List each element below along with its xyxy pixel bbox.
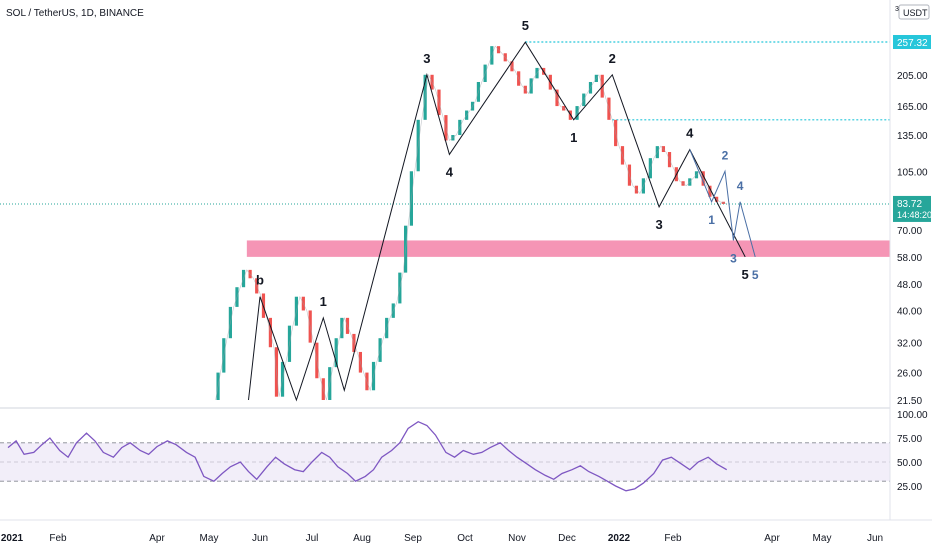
price-tick-label: 205.00 xyxy=(897,71,928,82)
level-price-label: 257.32 xyxy=(897,38,928,49)
sub-wave-line xyxy=(689,149,756,258)
rsi-tick-label: 50.00 xyxy=(897,458,922,469)
rsi-tick-label: 75.00 xyxy=(897,434,922,445)
last-price-badge xyxy=(893,195,931,222)
scale-indicator: 3 xyxy=(895,6,899,13)
sub-wave-label: 2 xyxy=(722,148,729,162)
currency-label: USDT xyxy=(903,8,928,18)
sub-wave-label: 5 xyxy=(752,268,759,282)
price-tick-label: 32.00 xyxy=(897,339,922,350)
last-price-label: 83.72 xyxy=(897,199,922,210)
rsi-band xyxy=(0,442,890,482)
x-tick-label: Sep xyxy=(404,533,422,544)
sub-wave-label: 1 xyxy=(708,213,715,227)
level-price-badge xyxy=(893,35,931,49)
price-tick-label: 21.50 xyxy=(897,396,922,407)
currency-box[interactable] xyxy=(898,4,930,20)
main-price-panel: b 1 3 4 5 1 2 3 4 5 1 2 3 4 5 xyxy=(0,18,890,409)
price-y-axis: 257.32 205.00 165.00 135.00 105.00 83.7214:48… xyxy=(889,0,932,520)
x-tick-label: Aug xyxy=(353,533,371,544)
x-tick-label: 2021 xyxy=(1,533,24,544)
x-tick-label: Feb xyxy=(49,533,67,544)
x-tick-label: Jun xyxy=(867,533,883,544)
wave-label: 5 xyxy=(522,18,529,33)
price-tick-label: 40.00 xyxy=(897,306,922,317)
x-tick-label: Feb xyxy=(664,533,682,544)
x-tick-label: Jun xyxy=(252,533,268,544)
wave-label: 1 xyxy=(320,294,327,309)
chart-title: SOL / TetherUS, 1D, BINANCE xyxy=(6,8,144,19)
price-tick-label: 26.00 xyxy=(897,369,922,380)
price-tick-label: 58.00 xyxy=(897,253,922,264)
x-tick-label: Oct xyxy=(457,533,473,544)
x-tick-label: 2022 xyxy=(608,533,631,544)
wave-label: 5 xyxy=(742,267,749,282)
price-tick-label: 165.00 xyxy=(897,102,928,113)
price-tick-label: 70.00 xyxy=(897,226,922,237)
x-axis: 2021 Feb Apr May Jun Jul Aug Sep Oct Nov Dec 2022 Fe… xyxy=(0,519,932,544)
rsi-panel xyxy=(0,420,890,492)
x-tick-label: May xyxy=(200,533,219,544)
wave-label: 3 xyxy=(423,51,430,66)
rsi-tick-label: 100.00 xyxy=(897,410,928,421)
price-tick-label: 48.00 xyxy=(897,280,922,291)
wave-label: 2 xyxy=(609,51,616,66)
wave-label: 1 xyxy=(570,130,577,145)
x-tick-label: May xyxy=(813,533,832,544)
x-tick-label: Dec xyxy=(558,533,576,544)
wave-label: 4 xyxy=(446,164,454,179)
sub-wave-label: 4 xyxy=(737,179,744,193)
rsi-y-axis: 100.00 75.00 50.00 25.00 xyxy=(897,410,928,493)
price-tick-label: 135.00 xyxy=(897,131,928,142)
wave-line xyxy=(248,41,746,402)
price-series-line xyxy=(215,45,727,401)
rsi-tick-label: 25.00 xyxy=(897,482,922,493)
sub-wave-label: 3 xyxy=(730,251,737,265)
wave-label: 4 xyxy=(686,126,694,141)
price-tick-label: 105.00 xyxy=(897,167,928,178)
x-tick-label: Nov xyxy=(508,533,526,544)
x-tick-label: Apr xyxy=(764,533,780,544)
support-zone xyxy=(246,240,890,257)
wave-label: 3 xyxy=(655,217,662,232)
rsi-line xyxy=(7,420,728,492)
wave-label: b xyxy=(256,273,264,288)
x-tick-label: Jul xyxy=(306,533,319,544)
countdown-label: 14:48:20 xyxy=(897,210,932,220)
x-tick-label: Apr xyxy=(149,533,165,544)
